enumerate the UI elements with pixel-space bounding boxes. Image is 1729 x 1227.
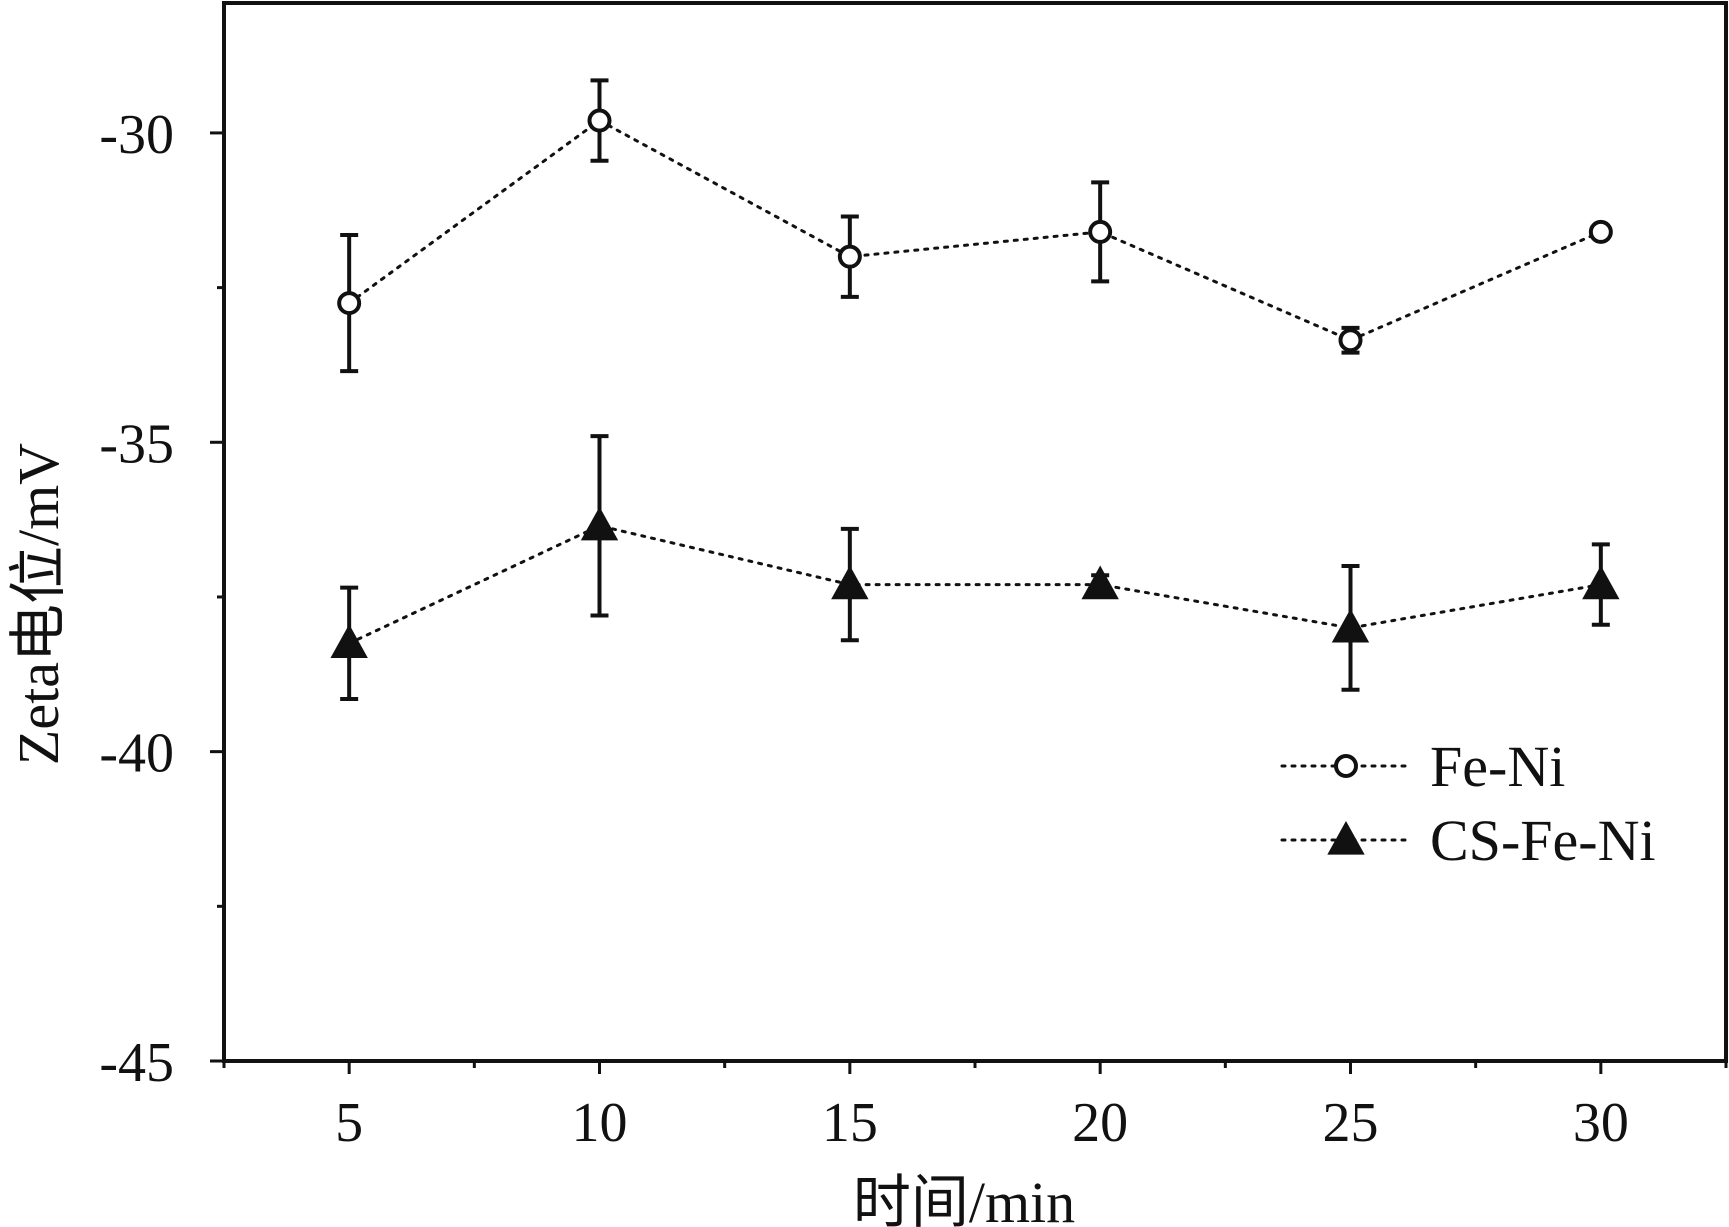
- data-point-cs-fe-ni-20: [1081, 565, 1119, 600]
- data-point-fe-ni-25: [1338, 328, 1363, 353]
- y-tick-label--45: -45: [99, 1032, 174, 1094]
- x-tick-label-20: 20: [1072, 1092, 1128, 1154]
- legend: Fe-Ni CS-Fe-Ni: [1280, 734, 1656, 873]
- x-axis-title: 时间/min: [853, 1170, 1075, 1227]
- y-axis-title: Zeta电位/mV: [6, 443, 71, 765]
- series-fe-ni: [337, 78, 1613, 374]
- series-line-fe-ni: [347, 118, 1603, 342]
- data-point-cs-fe-ni-5: [330, 624, 368, 658]
- series-layer: [330, 78, 1620, 702]
- data-point-fe-ni-30: [1588, 219, 1613, 244]
- x-tick-label-30: 30: [1573, 1092, 1629, 1154]
- series-line-cs-fe-ni: [347, 524, 1603, 645]
- y-tick-label--35: -35: [99, 413, 174, 475]
- data-point-cs-fe-ni-25: [1331, 608, 1370, 643]
- legend-marker-fe-ni: [1334, 754, 1358, 778]
- legend-item-fe-ni: Fe-Ni: [1280, 734, 1565, 799]
- legend-marker-cs-fe-ni: [1327, 820, 1365, 855]
- legend-label-cs-fe-ni: CS-Fe-Ni: [1430, 808, 1656, 873]
- data-point-fe-ni-20: [1088, 219, 1113, 244]
- data-point-fe-ni-5: [337, 291, 362, 316]
- plot-frame: [222, 1, 1728, 1063]
- series-cs-fe-ni: [330, 434, 1620, 702]
- legend-label-fe-ni: Fe-Ni: [1430, 734, 1565, 799]
- x-tick-label-25: 25: [1323, 1092, 1379, 1154]
- data-point-fe-ni-15: [837, 244, 862, 269]
- y-tick-label--40: -40: [99, 723, 174, 785]
- data-point-cs-fe-ni-10: [580, 506, 619, 541]
- x-tick-label-5: 5: [335, 1092, 363, 1154]
- y-tick-label--30: -30: [99, 104, 174, 166]
- x-tick-label-15: 15: [822, 1092, 878, 1154]
- data-point-fe-ni-10: [587, 108, 612, 133]
- data-point-cs-fe-ni-15: [831, 565, 869, 600]
- tick-layer: 5 10 15 20 25 30 -30 -35 -40 -45: [99, 104, 1728, 1154]
- data-point-cs-fe-ni-30: [1582, 565, 1620, 600]
- legend-item-cs-fe-ni: CS-Fe-Ni: [1280, 808, 1656, 873]
- x-tick-label-10: 10: [572, 1092, 628, 1154]
